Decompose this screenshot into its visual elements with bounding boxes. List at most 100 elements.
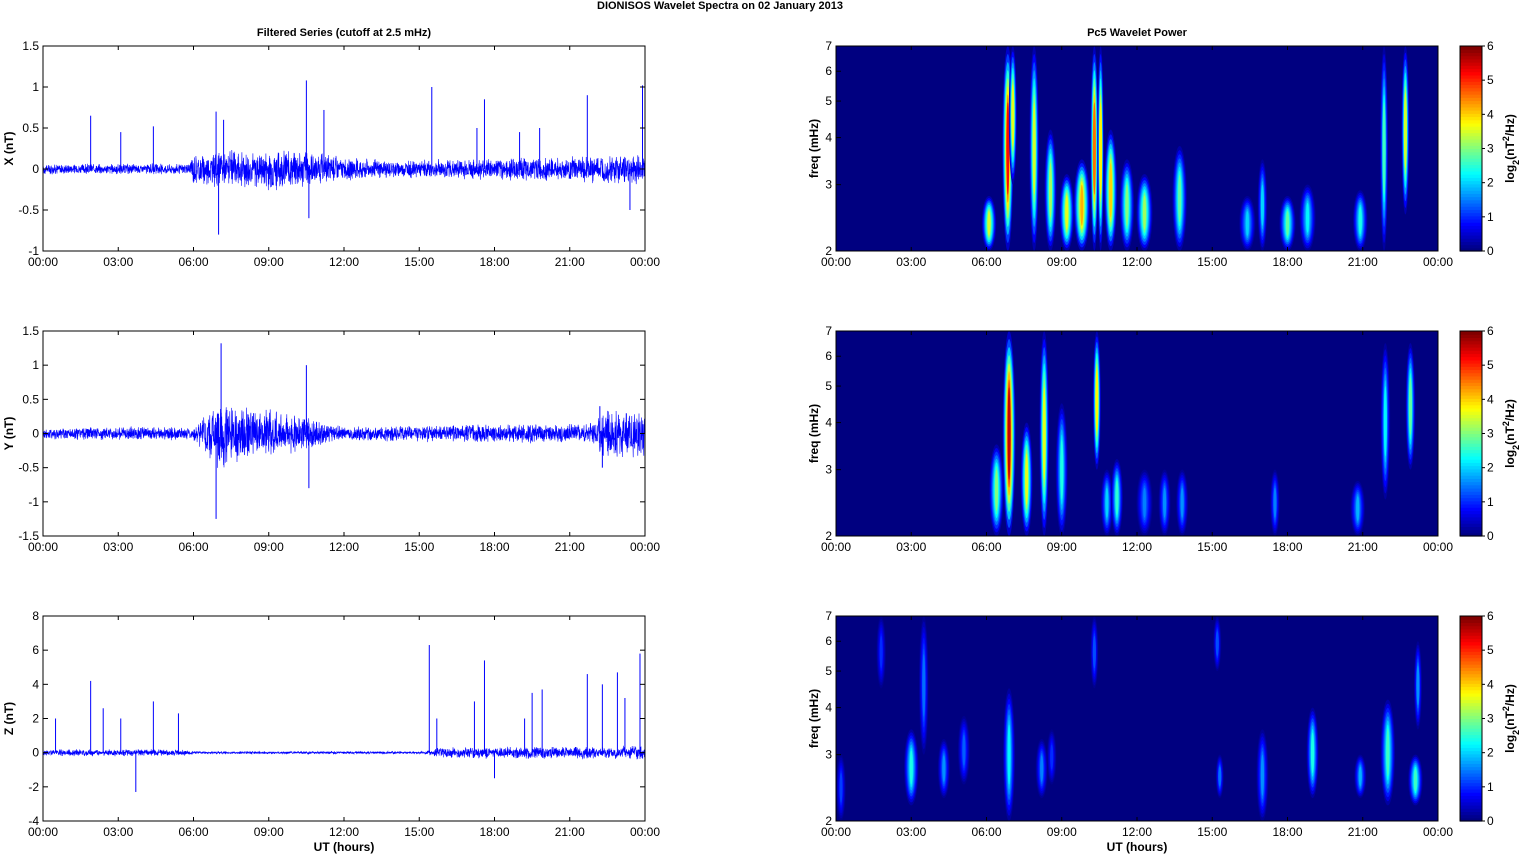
line-panel-z-x-tick-label: 18:00 bbox=[479, 825, 509, 839]
wavelet-panel-z-colorbar-cell bbox=[1460, 644, 1482, 649]
line-panel-x-x-tick-label: 09:00 bbox=[254, 255, 284, 269]
wavelet-panel-z-colorbar-cell bbox=[1460, 651, 1482, 656]
wavelet-panel-x-colorbar-cell bbox=[1460, 202, 1482, 207]
wavelet-panel-z-x-tick-label: 00:00 bbox=[1423, 825, 1453, 839]
wavelet-panel-y-x-axis: 00:00 03:00 06:00 09:00 12:00 15:00 18:00 21:00… bbox=[821, 331, 1453, 554]
wavelet-panel-x-colorbar-cell bbox=[1460, 180, 1482, 185]
wavelet-panel-y-power-contour bbox=[1180, 487, 1184, 518]
wavelet-panel-z-colorbar-cell bbox=[1460, 654, 1482, 659]
wavelet-panel-y-colorbar-cell bbox=[1460, 401, 1482, 406]
wavelet-panel-x-colorbar-cell bbox=[1460, 110, 1482, 114]
wavelet-panel-y-colorbar-cell bbox=[1460, 529, 1482, 534]
line-panel-z-x-tick-label: 12:00 bbox=[329, 825, 359, 839]
wavelet-panel-z-x-axis: 00:00 03:00 06:00 09:00 12:00 15:00 18:00 21:00… bbox=[821, 616, 1453, 839]
wavelet-panel-x-x-tick-label: 06:00 bbox=[971, 255, 1001, 269]
wavelet-panel-z-colorbar-cell bbox=[1460, 628, 1482, 633]
wavelet-panel-z-colorbar-cell bbox=[1460, 750, 1482, 755]
wavelet-panel-x-colorbar-cell bbox=[1460, 154, 1482, 159]
wavelet-panel-z-colorbar-cell bbox=[1460, 760, 1482, 764]
wavelet-panel-y-colorbar-cell bbox=[1460, 446, 1482, 451]
wavelet-panel-y-y-axis-label: freq (mHz) bbox=[807, 404, 821, 463]
wavelet-panel-y-colorbar-cell bbox=[1460, 340, 1482, 345]
wavelet-panel-y-colorbar-cell bbox=[1460, 398, 1482, 403]
wavelet-panel-y-colorbar-tick-label: 4 bbox=[1487, 392, 1494, 406]
wavelet-panel-x-blobs bbox=[981, 46, 1410, 251]
wavelet-panel-x-power-contour bbox=[1065, 195, 1069, 230]
wavelet-panel-x-colorbar-label: log2(nT2/Hz) bbox=[1501, 114, 1521, 183]
wavelet-panel-y-colorbar-cell bbox=[1460, 510, 1482, 515]
wavelet-panel-x-colorbar-cell bbox=[1460, 119, 1482, 124]
wavelet-panel-x-power-contour bbox=[1099, 102, 1103, 195]
wavelet-panel-z-colorbar-label-part: 2 bbox=[1501, 706, 1511, 711]
wavelet-panel-y-colorbar-cell bbox=[1460, 411, 1482, 415]
wavelet-panel-z-colorbar-cell bbox=[1460, 648, 1482, 652]
wavelet-panel-y-colorbar-cell bbox=[1460, 353, 1482, 358]
wavelet-panel-y-colorbar-cell bbox=[1460, 395, 1482, 399]
wavelet-panel-y-x-tick-label: 06:00 bbox=[971, 540, 1001, 554]
line-panel-z-x-tick-label: 00:00 bbox=[28, 825, 58, 839]
wavelet-panel-z-colorbar-cell bbox=[1460, 779, 1482, 784]
wavelet-panel-y-power-contour bbox=[1273, 487, 1277, 518]
wavelet-panel-y-power-contour bbox=[1115, 480, 1119, 515]
wavelet-panel-z-colorbar-cell bbox=[1460, 667, 1482, 672]
wavelet-panel-z-x-tick-label: 03:00 bbox=[896, 825, 926, 839]
wavelet-panel-z-colorbar-cell bbox=[1460, 635, 1482, 640]
wavelet-panel-z-colorbar-cell bbox=[1460, 776, 1482, 780]
wavelet-panel-z-colorbar-cell bbox=[1460, 664, 1482, 668]
wavelet-panel-x-colorbar-cell bbox=[1460, 84, 1482, 89]
wavelet-panel-z-colorbar-cell bbox=[1460, 740, 1482, 745]
wavelet-panel-z-colorbar-tick-label: 3 bbox=[1487, 712, 1494, 726]
wavelet-panel-x-colorbar-tick-label: 3 bbox=[1487, 142, 1494, 156]
wavelet-panel-z-colorbar-cell bbox=[1460, 708, 1482, 713]
line-panel-y-y-tick-label: -1.5 bbox=[18, 529, 39, 543]
wavelet-panel-y-colorbar-cell bbox=[1460, 337, 1482, 342]
wavelet-panel-z-colorbar-label-part: 2 bbox=[1511, 730, 1521, 735]
wavelet-panel-y-colorbar-cell bbox=[1460, 372, 1482, 377]
wavelet-panel-y-colorbar-cell bbox=[1460, 343, 1482, 348]
wavelet-panel-y-colorbar-cell bbox=[1460, 363, 1482, 367]
wavelet-panel-x-x-tick-label: 00:00 bbox=[821, 255, 851, 269]
wavelet-panel-y-y-tick-label: 3 bbox=[825, 463, 832, 477]
wavelet-panel-x-power-contour bbox=[1306, 202, 1310, 233]
wavelet-panel-y-power-contour bbox=[1408, 377, 1412, 435]
wavelet-panel-z-y-axis-label: freq (mHz) bbox=[807, 689, 821, 748]
wavelet-panel-y-power-contour bbox=[1025, 453, 1029, 505]
wavelet-panel-x-colorbar-cell bbox=[1460, 234, 1482, 239]
wavelet-panel-x-colorbar-cell bbox=[1460, 68, 1482, 73]
wavelet-panel-x-power-contour bbox=[1109, 162, 1113, 218]
wavelet-panel-y-y-tick-label: 5 bbox=[825, 379, 832, 393]
wavelet-panel-y-power-contour bbox=[1163, 487, 1167, 518]
wavelet-panel-y-colorbar-cell bbox=[1460, 526, 1482, 531]
wavelet-panel-z-y-tick-label: 6 bbox=[825, 634, 832, 648]
wavelet-panel-y-power-contour bbox=[1007, 387, 1011, 480]
wavelet-panel-z-colorbar-cell bbox=[1460, 683, 1482, 688]
wavelet-panel-x-colorbar-cell bbox=[1460, 65, 1482, 70]
wavelet-panel-y-colorbar-cell bbox=[1460, 475, 1482, 479]
wavelet-panel-x-colorbar-cell bbox=[1460, 97, 1482, 102]
wavelet-panel-z-colorbar-cell bbox=[1460, 657, 1482, 662]
line-panel-z-background bbox=[43, 616, 645, 821]
wavelet-panel-y-colorbar-label-part: (nT bbox=[1503, 426, 1517, 445]
wavelet-panel-x-colorbar-cell bbox=[1460, 209, 1482, 214]
wavelet-panel-z-colorbar-cell bbox=[1460, 731, 1482, 736]
wavelet-panel-y-colorbar-cell bbox=[1460, 379, 1482, 383]
wavelet-panel-x-colorbar-cell bbox=[1460, 174, 1482, 178]
wavelet-panel-y-colorbar-cell bbox=[1460, 407, 1482, 412]
wavelet-panel-z-colorbar-cell bbox=[1460, 772, 1482, 777]
wavelet-panel-y-x-tick-label: 18:00 bbox=[1272, 540, 1302, 554]
line-panel-y-x-tick-label: 12:00 bbox=[329, 540, 359, 554]
wavelet-panel-y-y-tick-label: 6 bbox=[825, 349, 832, 363]
wavelet-panel-z-colorbar-cell bbox=[1460, 699, 1482, 704]
wavelet-panel-z-colorbar-cell bbox=[1460, 632, 1482, 636]
wavelet-panel-x-colorbar-cell bbox=[1460, 186, 1482, 191]
line-panel-x-x-tick-label: 15:00 bbox=[404, 255, 434, 269]
line-panel-y-x-tick-label: 06:00 bbox=[178, 540, 208, 554]
wavelet-panel-x-colorbar-cell bbox=[1460, 49, 1482, 54]
wavelet-panel-z-power-contour bbox=[942, 755, 946, 782]
wavelet-panel-z-colorbar-cell bbox=[1460, 785, 1482, 790]
wavelet-panel-x-colorbar-cell bbox=[1460, 148, 1482, 153]
wavelet-panel-z-colorbar-cell bbox=[1460, 808, 1482, 812]
wavelet-panel-z-colorbar-cell bbox=[1460, 753, 1482, 758]
